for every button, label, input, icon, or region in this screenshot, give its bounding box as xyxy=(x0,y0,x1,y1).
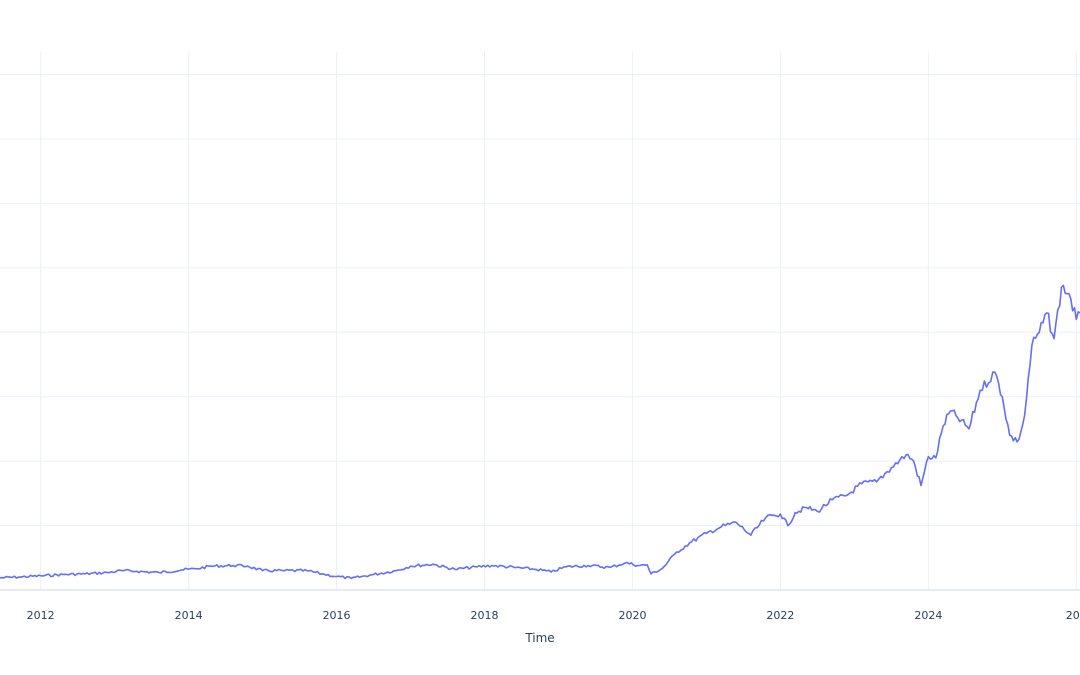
grid-layer xyxy=(0,52,1080,590)
x-tick-label: 2016 xyxy=(323,609,351,622)
x-tick-label: 2020 xyxy=(618,609,646,622)
x-tick-label: 2018 xyxy=(471,609,499,622)
x-tick-label: 2022 xyxy=(766,609,794,622)
x-tick-label: 202 xyxy=(1066,609,1080,622)
x-tick-label: 2014 xyxy=(175,609,203,622)
series-layer xyxy=(0,284,1080,580)
series-line xyxy=(0,284,1080,580)
x-axis-label: Time xyxy=(524,631,554,645)
x-tick-label: 2024 xyxy=(914,609,942,622)
x-tick-labels: 2012 2014 2016 2018 2020 2022 2024 202 xyxy=(27,609,1080,622)
x-tick-label: 2012 xyxy=(27,609,55,622)
